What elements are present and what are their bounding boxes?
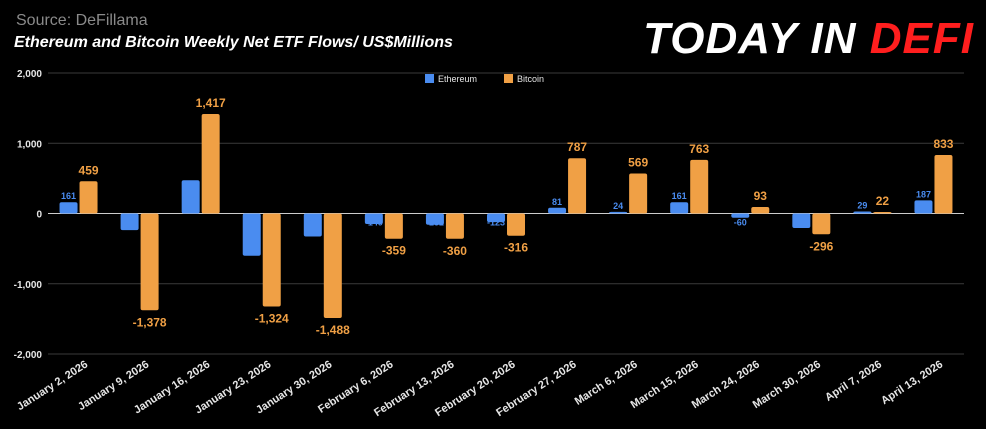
legend-bitcoin-label: Bitcoin: [517, 74, 544, 84]
bitcoin-bar: [507, 213, 525, 236]
ethereum-bar: [914, 200, 933, 214]
bitcoin-bar: [690, 159, 709, 214]
y-tick-label: 1,000: [17, 139, 42, 150]
ethereum-data-label: 29: [857, 200, 867, 210]
bitcoin-data-label: -360: [443, 244, 467, 258]
bitcoin-data-label: 833: [933, 137, 953, 151]
ethereum-bar: [181, 180, 200, 214]
ethereum-bar: [731, 213, 750, 218]
legend-ethereum-swatch: [425, 74, 434, 83]
ethereum-data-label: -206: [792, 216, 810, 226]
bitcoin-bar: [201, 113, 220, 214]
brand-logo-part2: DEFI: [869, 14, 974, 63]
bitcoin-bar: [384, 213, 403, 239]
ethereum-bar: [548, 207, 567, 214]
legend-ethereum-label: Ethereum: [438, 74, 477, 84]
x-tick-label: April 13, 2026: [879, 358, 945, 407]
ethereum-data-label: -149: [365, 218, 383, 228]
ethereum-bar: [303, 213, 322, 237]
bitcoin-data-label: -1,488: [316, 323, 350, 337]
legend-bitcoin-swatch: [504, 74, 513, 83]
ethereum-bar: [853, 211, 872, 214]
bitcoin-bar: [751, 206, 770, 214]
ethereum-data-label: -237: [121, 216, 139, 226]
brand-logo: TODAY IN DEFI: [643, 14, 974, 64]
ethereum-data-label: 24: [613, 201, 623, 211]
ethereum-data-label: 161: [672, 191, 687, 201]
bitcoin-bar: [140, 213, 159, 311]
ethereum-data-label: 81: [552, 197, 562, 207]
x-tick-label: April 7, 2026: [823, 358, 884, 403]
bitcoin-data-label: -296: [809, 239, 833, 253]
ethereum-bar: [364, 213, 383, 224]
bitcoin-data-label: 569: [628, 156, 648, 170]
ethereum-bar: [120, 213, 139, 231]
ethereum-bar: [425, 213, 444, 225]
bitcoin-data-label: -1,378: [133, 315, 167, 329]
ethereum-bar: [792, 213, 811, 228]
bitcoin-data-label: 22: [876, 194, 890, 208]
bitcoin-data-label: -359: [382, 244, 406, 258]
source-label: Source: DeFillama: [16, 12, 148, 29]
chart-title: Ethereum and Bitcoin Weekly Net ETF Flow…: [14, 34, 453, 51]
ethereum-data-label: 187: [916, 189, 931, 199]
y-tick-label: 0: [36, 210, 42, 221]
ethereum-bar: [487, 213, 505, 223]
bitcoin-data-label: 1,417: [196, 96, 226, 110]
ethereum-data-label: 161: [61, 191, 76, 201]
bitcoin-bar: [934, 154, 953, 214]
bitcoin-bar: [262, 213, 281, 307]
bitcoin-data-label: 93: [754, 189, 768, 203]
bitcoin-bar: [812, 213, 831, 235]
bitcoin-bar: [568, 158, 587, 214]
y-tick-label: -1,000: [14, 280, 43, 291]
x-tick-label: March 30, 2026: [751, 358, 823, 411]
ethereum-bar: [59, 202, 78, 214]
ethereum-data-label: -60: [734, 218, 747, 228]
ethereum-bar: [670, 202, 689, 214]
bitcoin-bar: [79, 181, 98, 214]
ethereum-bar: [609, 211, 628, 214]
ethereum-data-label: 474: [183, 192, 198, 202]
y-tick-label: -2,000: [14, 350, 43, 361]
bitcoin-data-label: 763: [689, 142, 709, 156]
brand-logo-part1: TODAY IN: [643, 14, 870, 63]
ethereum-data-label: -601: [243, 216, 261, 226]
bitcoin-data-label: -1,324: [255, 312, 289, 326]
bitcoin-data-label: 787: [567, 140, 587, 154]
ethereum-data-label: -123: [487, 218, 505, 228]
ethereum-data-label: -161: [426, 218, 444, 228]
bitcoin-data-label: -316: [504, 241, 528, 255]
bitcoin-bar: [629, 173, 648, 214]
ethereum-data-label: -327: [304, 216, 322, 226]
bitcoin-bar: [323, 213, 342, 319]
bitcoin-data-label: 459: [79, 163, 99, 177]
ethereum-bar: [242, 213, 261, 256]
y-tick-label: 2,000: [17, 69, 42, 80]
bitcoin-bar: [873, 211, 892, 214]
bitcoin-bar: [445, 213, 464, 239]
